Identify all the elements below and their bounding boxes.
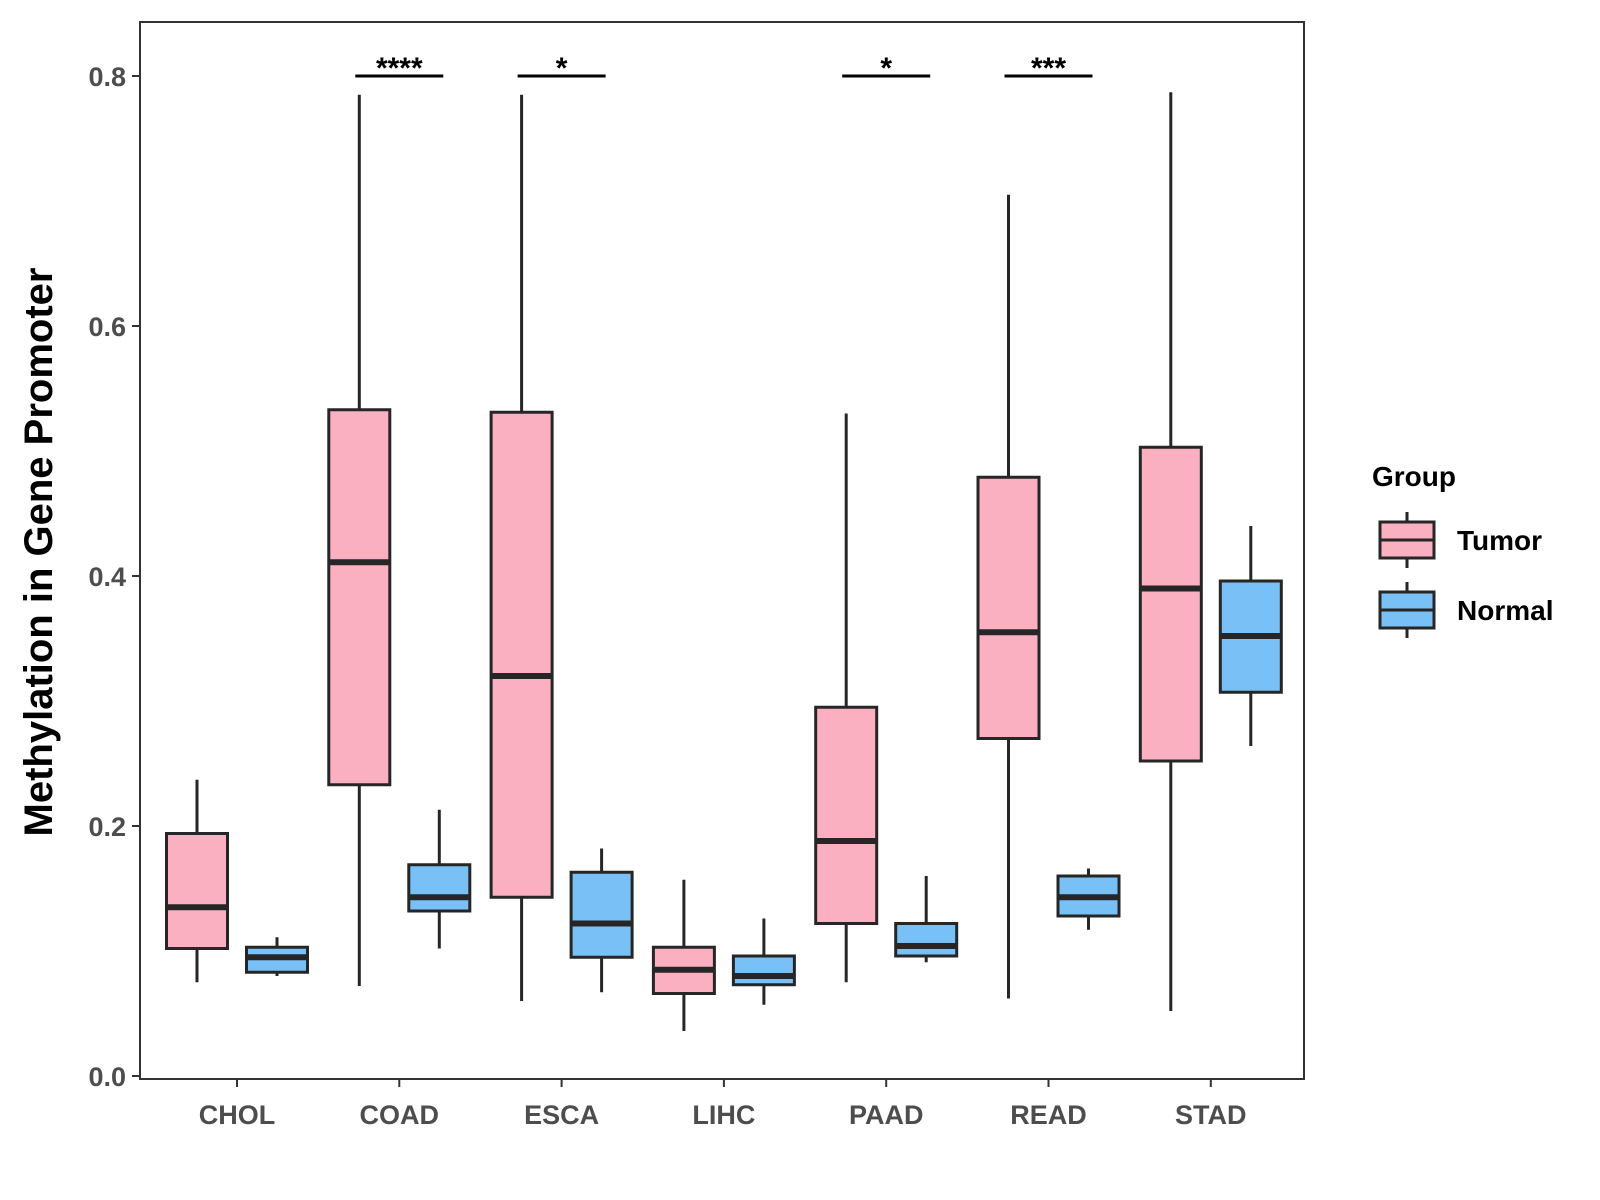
significance-label: ****: [376, 52, 423, 85]
box-normal-esca: [569, 848, 634, 993]
box-body: [407, 863, 472, 913]
significance-label: *: [556, 52, 568, 85]
box-body: [489, 410, 554, 899]
box-tumor-paad: [814, 413, 879, 983]
legend-entry-tumor: Tumor: [1378, 512, 1542, 568]
box-body: [731, 954, 796, 987]
box-tumor-chol: [165, 779, 229, 983]
box-tumor-lihc: [651, 879, 716, 1031]
chart-marks: 0.0 0.2 0.4 0.6 0.8 CHOL COAD ESCA LIHC PAAD READ S…: [88, 52, 1283, 1130]
legend-label: Normal: [1457, 595, 1553, 626]
box-body: [165, 832, 229, 950]
legend-title: Group: [1372, 461, 1456, 492]
box-normal-stad: [1218, 526, 1283, 746]
significance-label: ***: [1031, 52, 1066, 85]
box-body: [327, 408, 392, 787]
x-tick-label: STAD: [1175, 1100, 1247, 1130]
box-body: [976, 475, 1041, 740]
box-normal-read: [1056, 868, 1121, 930]
y-axis-title: Methylation in Gene Promoter: [17, 268, 61, 837]
box-body: [1138, 445, 1203, 763]
x-tick-label: PAAD: [849, 1100, 924, 1130]
legend-entry-normal: Normal: [1378, 582, 1553, 638]
x-tick-label: ESCA: [524, 1100, 599, 1130]
plot-panel: [139, 21, 1305, 1080]
x-tick-label: READ: [1010, 1100, 1087, 1130]
box-body: [569, 870, 634, 959]
legend: Group Tumor Normal: [1372, 461, 1553, 638]
x-tick-label: COAD: [360, 1100, 440, 1130]
y-tick-label: 0.4: [88, 562, 126, 592]
y-tick-label: 0.0: [88, 1062, 126, 1092]
box-normal-coad: [407, 809, 472, 949]
legend-label: Tumor: [1457, 525, 1542, 556]
box-tumor-coad: [327, 94, 392, 986]
y-tick-label: 0.8: [88, 62, 126, 92]
box-normal-paad: [894, 876, 959, 963]
box-normal-lihc: [731, 918, 796, 1005]
box-body: [814, 705, 879, 925]
significance-label: *: [880, 52, 892, 85]
x-tick-label: CHOL: [199, 1100, 276, 1130]
x-tick-label: LIHC: [692, 1100, 755, 1130]
y-tick-label: 0.6: [88, 312, 126, 342]
box-tumor-stad: [1138, 92, 1203, 1011]
box-normal-chol: [245, 937, 309, 976]
box-body: [894, 922, 959, 958]
y-tick-label: 0.2: [88, 812, 126, 842]
box-tumor-read: [976, 194, 1041, 999]
box-tumor-esca: [489, 94, 554, 1001]
